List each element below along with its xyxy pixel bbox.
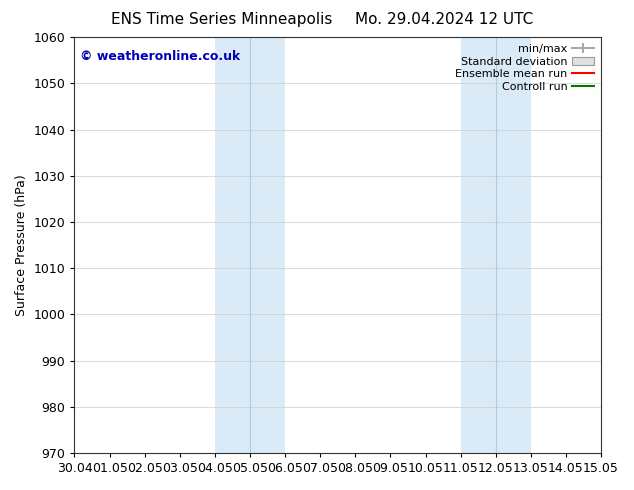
Bar [215,37,285,453]
Text: ENS Time Series Minneapolis: ENS Time Series Minneapolis [111,12,333,27]
Bar [461,37,531,453]
Legend: min/max, Standard deviation, Ensemble mean run, Controll run: min/max, Standard deviation, Ensemble me… [451,39,599,97]
Y-axis label: Surface Pressure (hPa): Surface Pressure (hPa) [15,174,28,316]
Text: Mo. 29.04.2024 12 UTC: Mo. 29.04.2024 12 UTC [354,12,533,27]
Text: © weatheronline.co.uk: © weatheronline.co.uk [80,49,240,63]
